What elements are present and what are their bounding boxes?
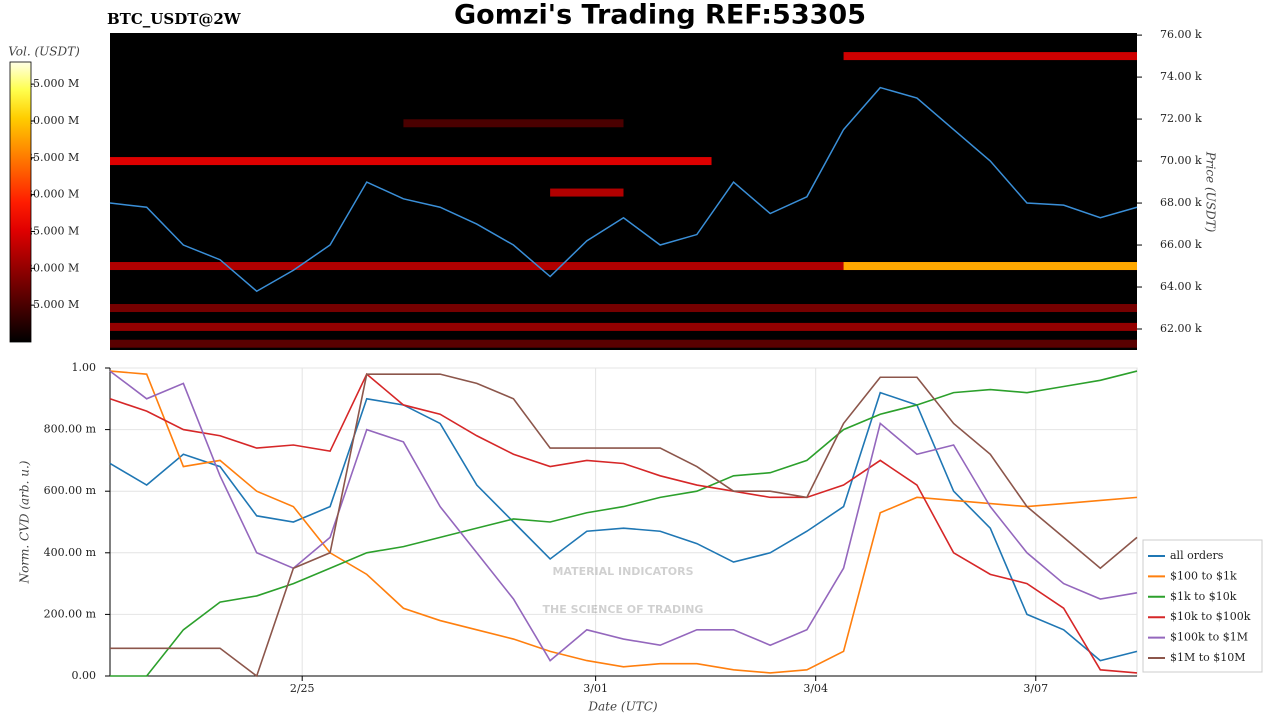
page-title: Gomzi's Trading REF:53305 [454, 0, 866, 31]
y-tick-label: 76.00 k [1160, 28, 1202, 41]
watermark-title: MATERIAL INDICATORS [552, 565, 693, 578]
y-tick-label: 68.00 k [1160, 196, 1202, 209]
y-tick-label: 70.00 k [1160, 154, 1202, 167]
price-line [109, 86, 1138, 293]
legend-box [1142, 539, 1263, 673]
y-tick-label: 64.00 k [1160, 280, 1202, 293]
x-tick-label: 3/07 [1023, 682, 1048, 695]
legend-label: $100 to $1k [1170, 569, 1237, 582]
heat-band [843, 52, 1137, 61]
chart-subtitle: BTC_USDT@2W [107, 10, 242, 28]
legend-label: $100k to $1M [1170, 631, 1248, 644]
legend-label: all orders [1170, 549, 1224, 562]
colorbar-tick-label: 20.000 M [26, 261, 79, 274]
heat-band [843, 262, 1137, 271]
y-tick-label: 0.00 [72, 669, 97, 682]
y-tick-label: 1.00 [72, 361, 97, 374]
legend-label: $1k to $10k [1170, 590, 1237, 603]
y-tick-label: 62.00 k [1160, 322, 1202, 335]
colorbar-label: Vol. (USDT) [8, 45, 80, 59]
colorbar-tick-label: 45.000 M [26, 77, 79, 90]
heat-band [550, 188, 624, 197]
y-axis-label: Price (USDT) [1204, 151, 1218, 233]
plot-area [109, 367, 1138, 677]
legend-label: $1M to $10M [1170, 651, 1246, 664]
colorbar [9, 61, 32, 343]
legend-label: $10k to $100k [1170, 610, 1251, 623]
heat-band [110, 322, 1137, 331]
x-tick-label: 3/04 [803, 682, 828, 695]
heat-band [403, 119, 624, 128]
colorbar-tick-label: 35.000 M [26, 151, 79, 164]
heat-band [110, 262, 1137, 271]
y-tick-label: 800.00 m [44, 423, 97, 436]
series-line [109, 391, 1138, 662]
series-line [109, 370, 1138, 662]
y-tick-label: 74.00 k [1160, 70, 1202, 83]
x-axis-label: Date (UTC) [587, 700, 657, 714]
colorbar-tick-label: 40.000 M [26, 114, 79, 127]
heat-band [110, 157, 712, 166]
y-tick-label: 200.00 m [44, 607, 97, 620]
colorbar-tick-label: 15.000 M [26, 298, 79, 311]
series-line [110, 370, 1138, 677]
y-tick-label: 72.00 k [1160, 112, 1202, 125]
y-tick-label: 66.00 k [1160, 238, 1202, 251]
y-tick-label: 600.00 m [44, 484, 97, 497]
heat-band [110, 304, 1137, 313]
x-tick-label: 2/25 [290, 682, 315, 695]
colorbar-tick-label: 25.000 M [26, 224, 79, 237]
series-line [109, 370, 1138, 674]
colorbar-tick-label: 30.000 M [26, 188, 79, 201]
y-axis-label: Norm. CVD (arb. u.) [18, 460, 32, 584]
heat-band [110, 339, 1137, 348]
series-line [109, 372, 1138, 674]
x-tick-label: 3/01 [583, 682, 608, 695]
y-tick-label: 400.00 m [44, 546, 97, 559]
watermark-subtitle: THE SCIENCE OF TRADING [543, 603, 704, 616]
series-line [110, 373, 1138, 678]
